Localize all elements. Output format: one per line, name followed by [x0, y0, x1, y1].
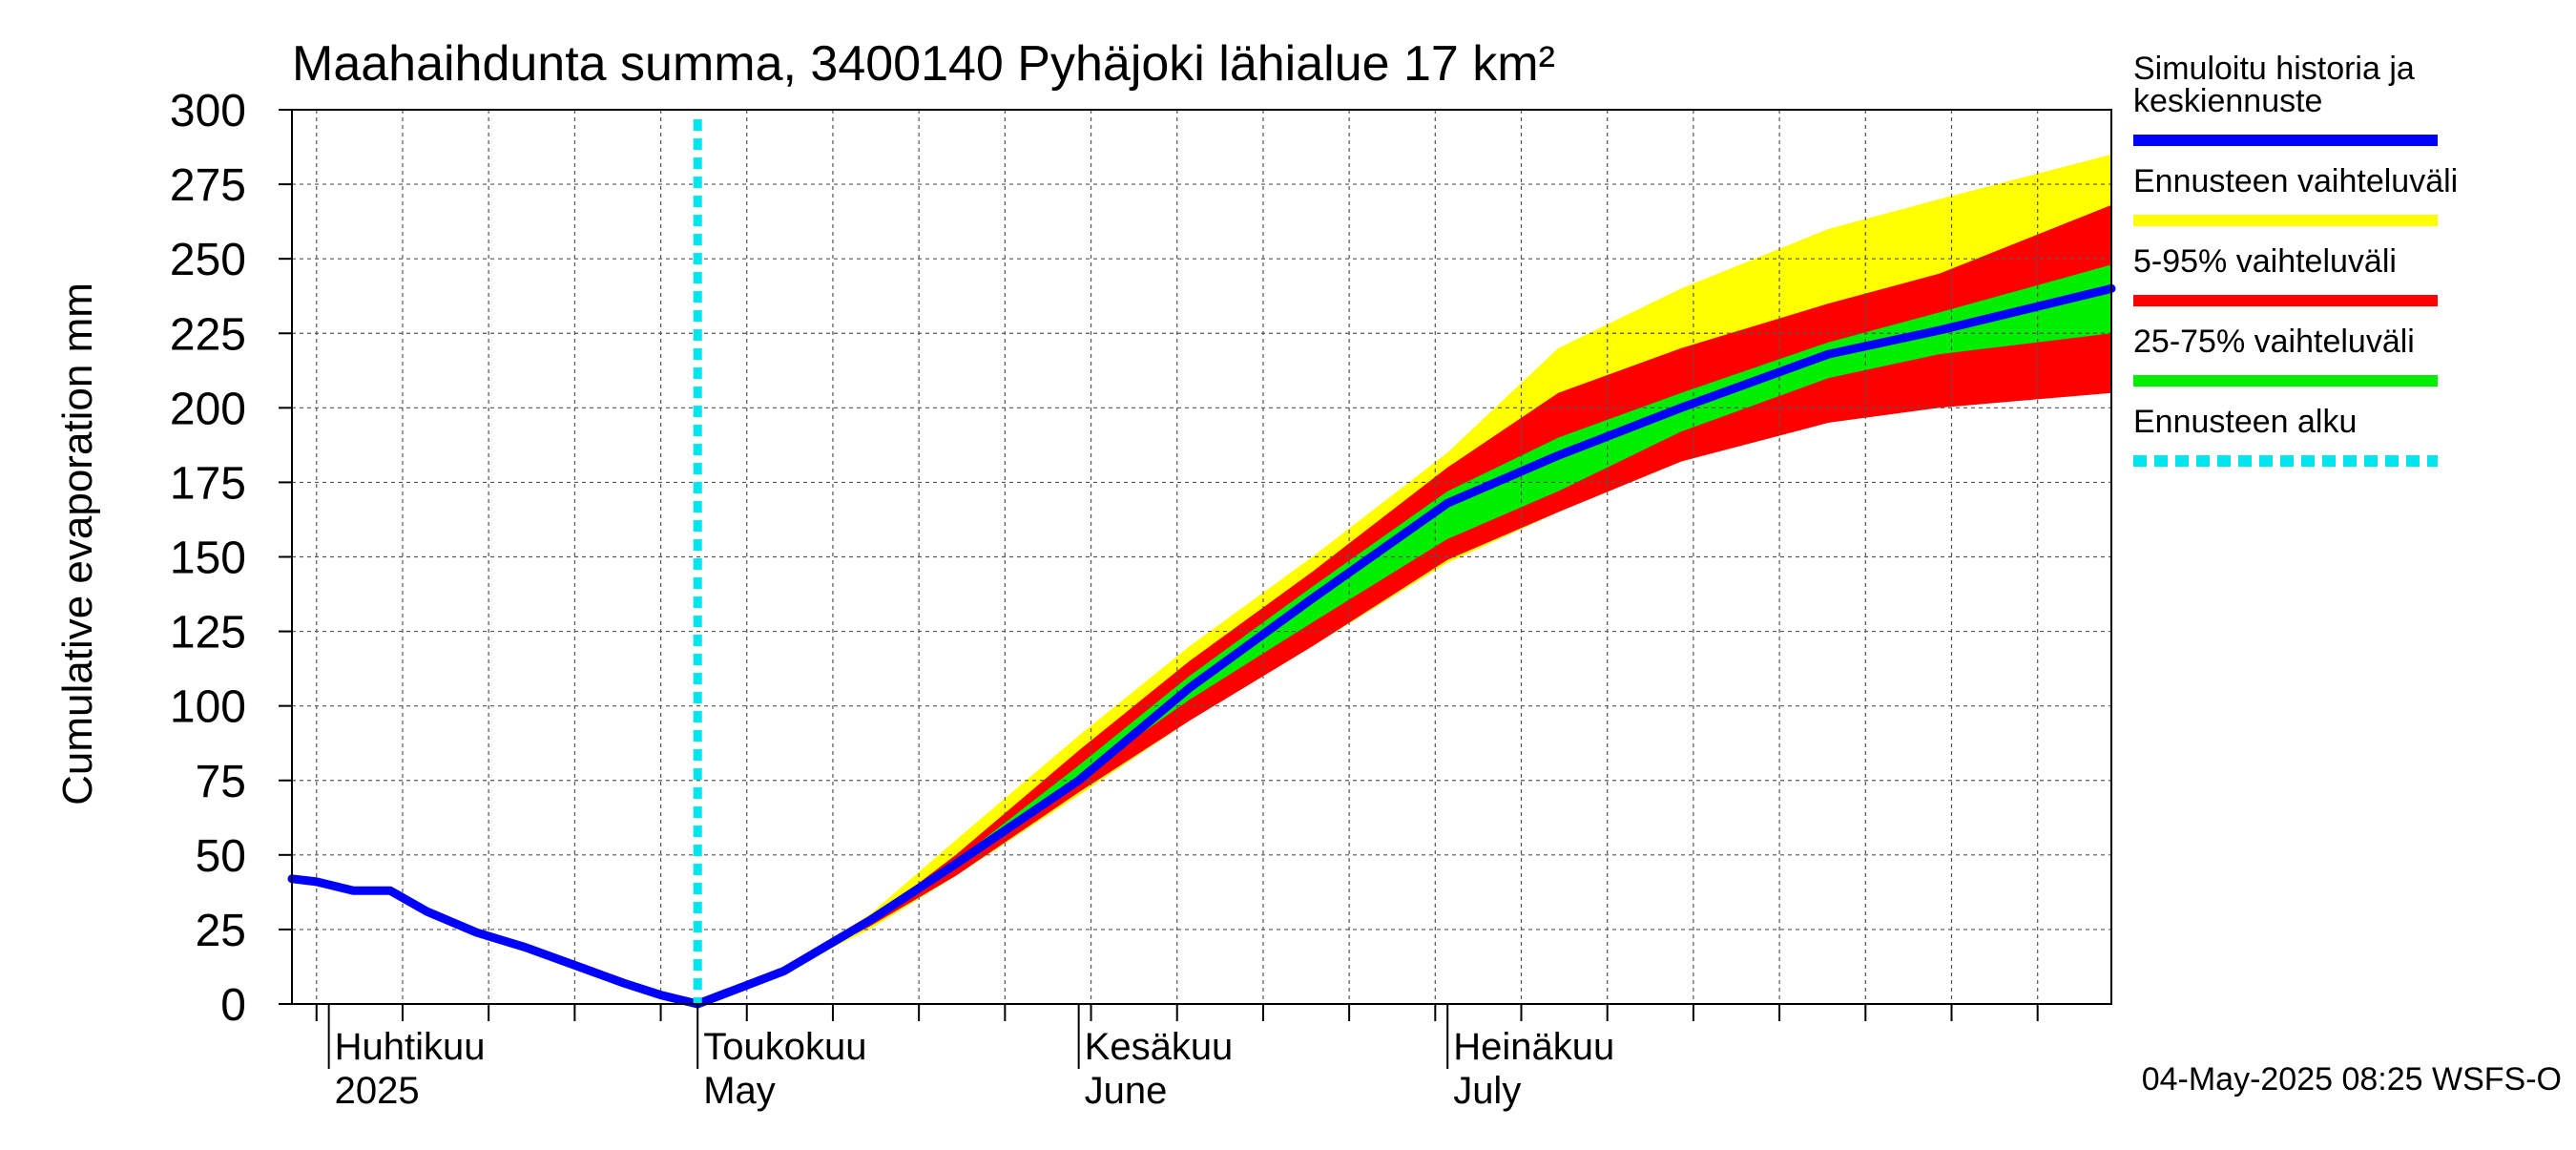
y-tick-label: 225 — [170, 309, 246, 360]
y-tick-label: 25 — [196, 906, 246, 956]
x-month-sublabel: July — [1453, 1070, 1521, 1112]
x-month-label: Kesäkuu — [1085, 1026, 1234, 1068]
timestamp: 04-May-2025 08:25 WSFS-O — [2142, 1061, 2562, 1098]
y-tick-label: 50 — [196, 831, 246, 882]
legend-label: Ennusteen alku — [2133, 404, 2357, 440]
y-axis-label: Cumulative evaporation mm — [54, 282, 101, 805]
y-tick-label: 275 — [170, 160, 246, 211]
y-tick-label: 100 — [170, 682, 246, 733]
median-forecast-line — [693, 283, 2116, 1009]
series-lines — [287, 119, 2116, 1009]
y-tick-label: 150 — [170, 533, 246, 584]
y-tick-label: 0 — [220, 980, 246, 1031]
legend-label: 5-95% vaihteluväli — [2133, 243, 2397, 280]
x-month-label: Heinäkuu — [1453, 1026, 1614, 1068]
history-line — [287, 874, 702, 1009]
y-tick-label: 200 — [170, 384, 246, 434]
legend-label: keskiennuste — [2133, 83, 2322, 119]
y-tick-label: 75 — [196, 757, 246, 807]
legend-entry-ennusteen-vaihteluv-li: Ennusteen vaihteluväli — [2133, 163, 2458, 226]
x-month-label: Toukokuu — [703, 1026, 866, 1068]
forecast-bands — [697, 154, 2112, 1004]
legend-label: 25-75% vaihteluväli — [2133, 324, 2415, 360]
band-25-75-vaihteluv-li — [697, 264, 2112, 1004]
x-month-sublabel: June — [1085, 1070, 1168, 1112]
y-tick-label: 300 — [170, 86, 246, 136]
legend-entry-ennusteen-alku: Ennusteen alku — [2133, 404, 2438, 467]
x-month-sublabel: 2025 — [335, 1070, 420, 1112]
legend-entry-5-95-vaihteluv-li: 5-95% vaihteluväli — [2133, 243, 2438, 306]
legend-label: Ennusteen vaihteluväli — [2133, 163, 2458, 199]
x-month-label: Huhtikuu — [335, 1026, 486, 1068]
legend-entry-25-75-vaihteluv-li: 25-75% vaihteluväli — [2133, 324, 2438, 387]
chart-title: Maahaihdunta summa, 3400140 Pyhäjoki läh… — [292, 36, 1555, 92]
x-month-sublabel: May — [703, 1070, 776, 1112]
y-tick-label: 125 — [170, 608, 246, 659]
legend-label: Simuloitu historia ja — [2133, 51, 2415, 87]
y-tick-label: 250 — [170, 235, 246, 285]
y-tick-label: 175 — [170, 458, 246, 509]
axes: 0 25 50 75 100 125 150 175 200 225 250 275 300 Huhtik… — [170, 86, 2039, 1112]
